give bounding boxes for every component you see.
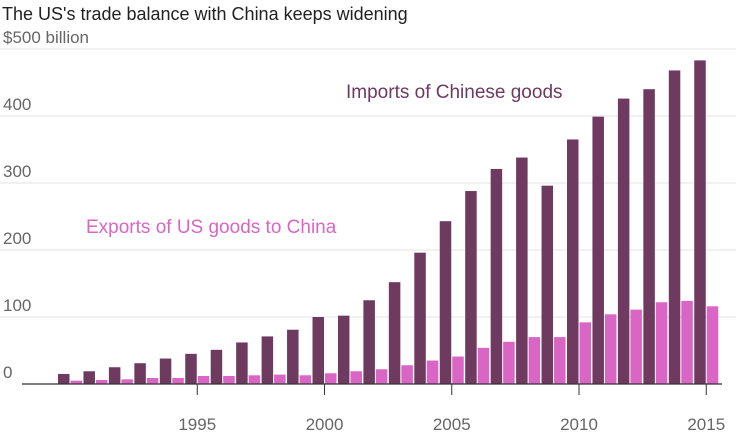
y-tick-label: 300	[3, 162, 31, 181]
exports-bar	[554, 337, 566, 384]
imports-bar	[287, 329, 299, 384]
imports-bar	[312, 317, 324, 384]
imports-bar	[516, 157, 528, 384]
exports-bar	[706, 306, 719, 384]
x-tick-label: 1995	[178, 415, 216, 434]
exports-bar	[223, 375, 235, 384]
x-tick-label: 2000	[306, 415, 344, 434]
imports-bar	[210, 349, 223, 384]
exports-bar	[146, 377, 159, 384]
imports-bar	[617, 98, 630, 384]
exports-bar	[452, 356, 464, 384]
y-tick-label: $500 billion	[3, 28, 89, 47]
imports-bar	[567, 139, 579, 384]
exports-bar	[630, 309, 642, 384]
imports-bar	[58, 373, 70, 384]
imports-bar	[134, 363, 146, 384]
exports-bar	[274, 374, 286, 384]
x-tick-label: 2005	[433, 415, 471, 434]
exports-bar	[70, 380, 82, 384]
imports-bar	[414, 252, 426, 384]
imports-bar	[490, 168, 503, 384]
exports-bar	[579, 322, 591, 384]
imports-bar	[261, 336, 274, 384]
y-axis: 0 100 200 300 400 $500 billion	[3, 28, 89, 382]
imports-bar	[668, 70, 681, 384]
imports-bar	[465, 191, 477, 384]
exports-bar	[172, 377, 184, 384]
bars	[58, 60, 719, 385]
exports-bar	[426, 360, 439, 384]
imports-bar	[592, 116, 604, 385]
exports-bar	[121, 379, 133, 384]
imports-bar	[337, 315, 350, 384]
x-tick-label: 2010	[560, 415, 598, 434]
imports-bar	[694, 60, 706, 384]
exports-bar	[248, 375, 261, 384]
exports-bar	[197, 375, 210, 384]
exports-bar	[528, 337, 541, 384]
imports-bar	[388, 282, 401, 384]
y-tick-label: 400	[3, 95, 31, 114]
imports-bar	[83, 371, 95, 384]
imports-bar	[363, 300, 375, 384]
exports-bar	[375, 369, 388, 384]
y-tick-label: 100	[3, 296, 31, 315]
imports-bar	[185, 353, 197, 384]
imports-bar	[236, 342, 248, 384]
exports-bar	[681, 300, 693, 384]
exports-bar	[655, 302, 668, 384]
exports-bar	[503, 341, 515, 384]
imports-series-label: Imports of Chinese goods	[346, 82, 563, 103]
x-axis: 1995 2000 2005 2010 2015	[178, 384, 725, 434]
y-tick-label: 0	[3, 363, 12, 382]
chart-title: The US's trade balance with China keeps …	[2, 4, 408, 24]
imports-bar	[643, 89, 655, 384]
imports-bar	[439, 221, 452, 384]
exports-bar	[401, 365, 413, 384]
imports-bar	[159, 358, 172, 384]
exports-series-label: Exports of US goods to China	[86, 217, 337, 238]
x-tick-label: 2015	[687, 415, 725, 434]
exports-bar	[95, 379, 108, 384]
imports-bar	[541, 185, 554, 384]
y-tick-label: 200	[3, 229, 31, 248]
exports-bar	[350, 371, 362, 384]
exports-bar	[477, 347, 490, 384]
exports-bar	[604, 314, 617, 384]
exports-bar	[325, 373, 337, 384]
imports-bar	[108, 367, 121, 384]
exports-bar	[299, 375, 312, 384]
